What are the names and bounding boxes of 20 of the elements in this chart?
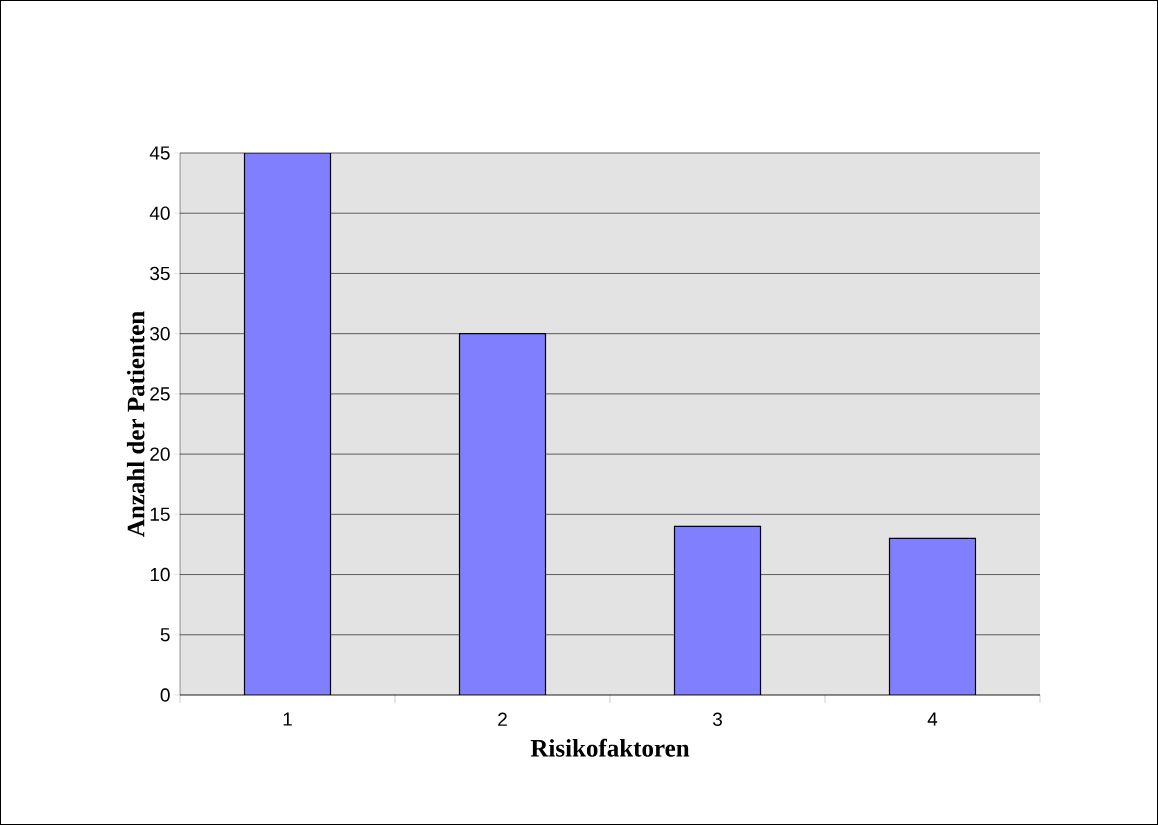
y-tick-label: 35 [150,266,170,281]
x-tick-label: 1 [283,712,292,726]
y-tick-label: 40 [149,206,170,220]
y-tick-label: 45 [149,146,170,160]
x-tick-label: 4 [927,712,938,726]
y-tick-label: 0 [160,688,170,702]
y-tick-label: 10 [150,567,170,582]
y-tick-label: 30 [150,326,170,341]
y-tick-label: 15 [150,507,170,521]
y-tick-label: 20 [150,447,170,461]
y-tick-label: 25 [150,387,170,401]
bar [888,537,977,695]
x-axis-title: Risikofaktoren [530,738,690,757]
x-tick-label: 2 [498,712,507,726]
bar [243,153,332,695]
y-tick-label: 5 [160,628,170,642]
bar [673,525,762,695]
bar [458,333,547,695]
y-axis-title: Anzahl der Patienten [126,311,145,537]
x-tick-label: 3 [712,712,722,726]
